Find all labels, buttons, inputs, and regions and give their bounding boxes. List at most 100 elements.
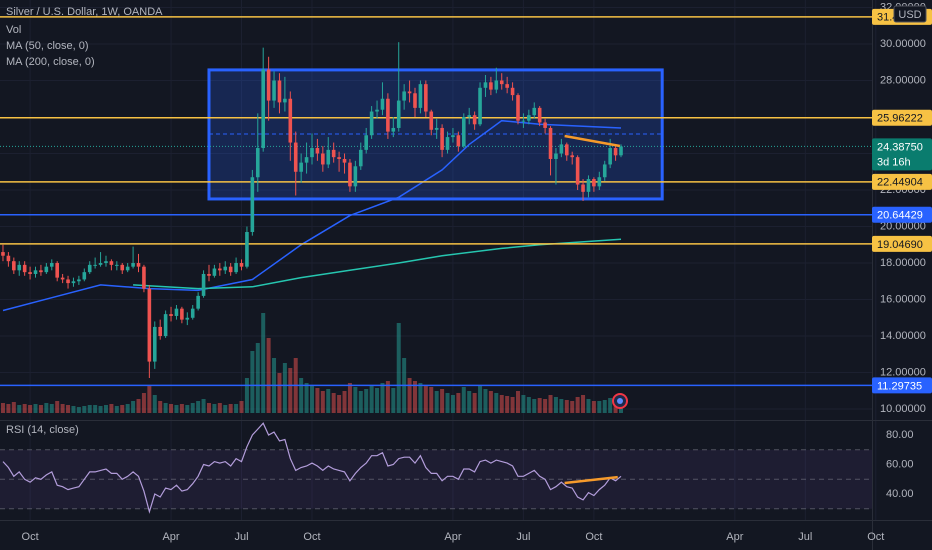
volume-bar — [364, 389, 369, 413]
candle-body — [304, 157, 309, 163]
volume-bar — [33, 404, 38, 413]
volume-bar — [277, 373, 282, 413]
volume-bar — [212, 404, 217, 413]
candle-body — [478, 87, 482, 125]
moving-average — [133, 238, 622, 290]
y-tick-label: 10.00000 — [880, 403, 926, 415]
candle-body — [537, 107, 542, 123]
candle-body — [272, 80, 276, 101]
candle-body — [451, 135, 455, 138]
volume-bar — [109, 404, 114, 413]
volume-bar — [147, 385, 152, 413]
candle-body — [299, 162, 303, 172]
candle-body — [131, 263, 135, 267]
y-tick-label: 30.00000 — [880, 38, 926, 50]
volume-bar — [526, 397, 531, 413]
volume-bar — [93, 405, 98, 413]
volume-bar — [331, 393, 336, 413]
candle-body — [55, 263, 59, 278]
candle-body — [472, 115, 477, 125]
candle-body — [483, 82, 488, 88]
x-tick-label: Oct — [867, 531, 884, 543]
volume-bar — [467, 391, 472, 413]
volume-bar — [98, 406, 103, 413]
candle-body — [120, 264, 125, 271]
volume-bar — [239, 401, 244, 413]
candle-body — [212, 268, 217, 276]
level-label: 25.96222 — [877, 113, 923, 125]
candle-body — [293, 142, 298, 172]
candle-body — [49, 263, 54, 267]
volume-bar — [353, 387, 358, 413]
candle-body — [255, 148, 260, 178]
rsi-trend-line — [564, 475, 618, 485]
volume-bar — [38, 405, 43, 413]
x-tick-label: Oct — [303, 531, 320, 543]
level-label: 22.44904 — [877, 177, 923, 189]
volume-bar — [141, 393, 146, 413]
candle-body — [597, 177, 602, 187]
volume-bar — [158, 401, 163, 413]
x-tick-label: Apr — [162, 531, 179, 543]
volume-bar — [261, 313, 266, 413]
volume-bar — [228, 404, 233, 413]
candle-body — [136, 263, 141, 267]
volume-bar — [483, 389, 488, 413]
level-label: 20.64429 — [877, 210, 923, 222]
candle-body — [315, 148, 320, 154]
volume-bar — [499, 395, 504, 413]
last-price-box — [872, 138, 932, 171]
volume-bar — [391, 388, 396, 413]
candle-body — [396, 100, 401, 128]
candle-body — [152, 326, 157, 362]
candle-body — [6, 255, 11, 262]
volume-bar — [407, 378, 412, 413]
volume-bar — [315, 388, 320, 413]
candle-body — [380, 98, 385, 110]
candle-body — [234, 263, 238, 273]
y-tick-label: 14.00000 — [880, 330, 926, 342]
volume-bar — [445, 393, 450, 413]
symbol-title: Silver / U.S. Dollar, 1W, OANDA — [6, 6, 163, 18]
candle-body — [201, 273, 206, 296]
candle-body — [456, 135, 461, 147]
candle-body — [250, 177, 255, 232]
volume-bar — [478, 385, 483, 413]
volume-bar — [347, 383, 352, 413]
rsi-title: RSI (14, close) — [6, 424, 79, 436]
candle-body — [169, 314, 173, 316]
volume-bar — [152, 395, 157, 413]
candle-body — [592, 179, 596, 187]
volume-bar — [125, 404, 130, 413]
volume-bar — [396, 323, 401, 413]
volume-bar — [461, 387, 466, 413]
candle-body — [87, 264, 92, 273]
level-label-box — [872, 206, 932, 223]
volume-bar — [543, 399, 548, 413]
candle-body — [77, 279, 81, 282]
candle-body — [261, 69, 265, 149]
volume-bar — [28, 405, 33, 413]
volume-bar — [548, 395, 553, 413]
candle-body — [559, 144, 564, 154]
candle-body — [608, 148, 612, 165]
candle-body — [115, 264, 119, 266]
candle-body — [586, 179, 591, 192]
candle-body — [104, 261, 108, 264]
candle-body — [33, 270, 38, 274]
x-tick-label: Jul — [516, 531, 530, 543]
volume-bar — [0, 403, 5, 413]
event-icon-dot — [617, 398, 623, 404]
volume-bar — [559, 399, 564, 413]
candle-body — [570, 155, 575, 158]
candle-body — [196, 295, 200, 309]
rsi-tick-label: 60.00 — [886, 458, 914, 470]
candle-body — [326, 149, 331, 165]
y-tick-label: 20.00000 — [880, 220, 926, 232]
volume-bar — [206, 403, 211, 413]
moving-average — [2, 119, 622, 312]
candle-body — [180, 308, 184, 320]
volume-bar — [217, 403, 222, 413]
volume-bar — [17, 405, 22, 413]
